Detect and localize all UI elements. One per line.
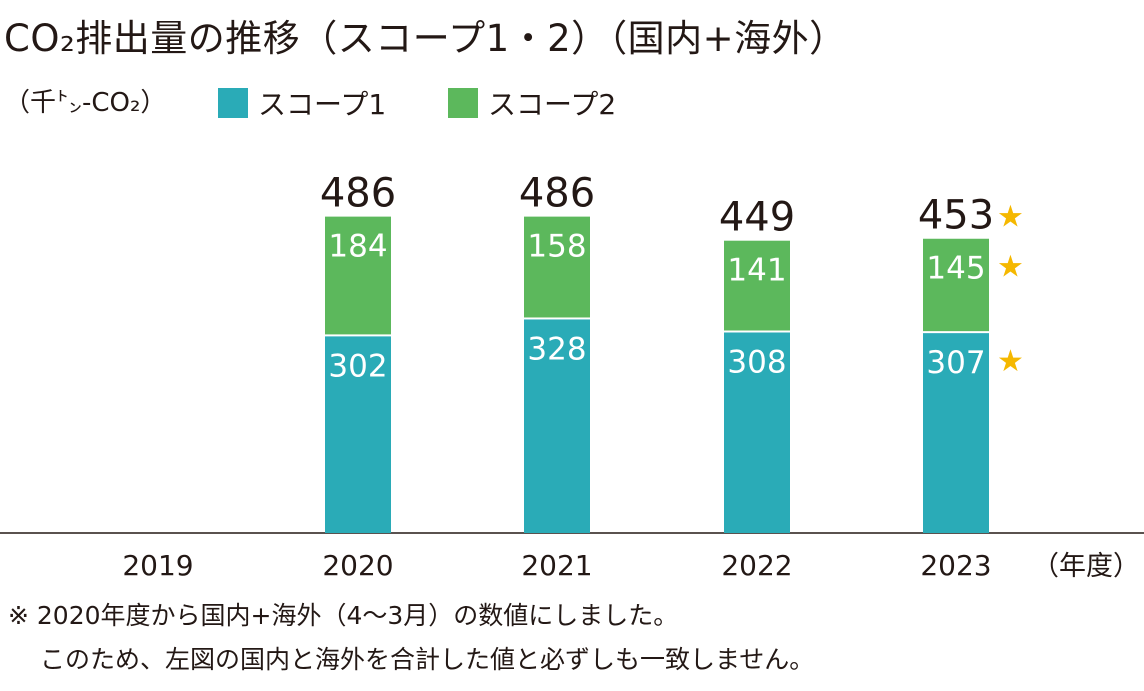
data-label-scope2-2021: 158 [527, 229, 586, 265]
x-unit-label: （年度） [1032, 551, 1140, 582]
footnote-line-2: このため、左図の国内と海外を合計した値と必ずしも一致しません。 [40, 645, 815, 674]
bar-scope1-2021 [524, 319, 590, 533]
chart-title: CO₂排出量の推移（スコープ1・2）（国内+海外） [4, 17, 847, 60]
x-tick-label-2023: 2023 [920, 549, 991, 582]
legend-item-scope2: スコープ2 [448, 86, 617, 121]
data-label-scope1-2023: 307 [926, 345, 985, 381]
x-tick-label-2021: 2021 [521, 549, 592, 582]
legend-swatch-scope1 [218, 88, 248, 118]
bar-scope2-2021 [524, 216, 590, 318]
data-label-scope1-2021: 328 [527, 331, 586, 367]
footnote-line-1: ※ 2020年度から国内+海外（4～3月）の数値にしました。 [8, 601, 679, 630]
legend-label-scope1: スコープ1 [258, 88, 387, 121]
data-label-scope2-2020: 184 [328, 229, 387, 265]
legend-label-scope2: スコープ2 [488, 88, 617, 121]
star-marker-total-2023: ★ [997, 200, 1024, 235]
x-tick-label-2019: 2019 [122, 549, 193, 582]
stacked-bar-chart: 2019 2020 302 184 486 2021 328 158 486 2022 308 141… [0, 171, 1144, 582]
bar-scope2-2023 [923, 238, 989, 332]
total-label-2022: 449 [719, 195, 795, 241]
data-label-scope1-2020: 302 [328, 348, 387, 384]
total-label-2023: 453 [918, 193, 994, 239]
data-label-scope1-2022: 308 [727, 344, 786, 380]
x-tick-label-2020: 2020 [322, 549, 393, 582]
total-label-2021: 486 [519, 171, 595, 217]
y-unit-label: （千㌧-CO₂） [4, 88, 167, 118]
data-label-scope2-2023: 145 [926, 251, 985, 287]
star-marker-scope1-2023: ★ [997, 344, 1024, 379]
bar-scope2-2020 [325, 216, 391, 335]
star-marker-scope2-2023: ★ [997, 250, 1024, 285]
bar-scope2-2022 [724, 240, 790, 331]
data-label-scope2-2022: 141 [727, 253, 786, 289]
total-label-2020: 486 [320, 171, 396, 217]
legend-swatch-scope2 [448, 88, 478, 118]
x-tick-label-2022: 2022 [721, 549, 792, 582]
bar-scope1-2023 [923, 333, 989, 533]
bar-scope1-2022 [724, 332, 790, 533]
legend-item-scope1: スコープ1 [218, 86, 387, 121]
bar-scope1-2020 [325, 336, 391, 533]
